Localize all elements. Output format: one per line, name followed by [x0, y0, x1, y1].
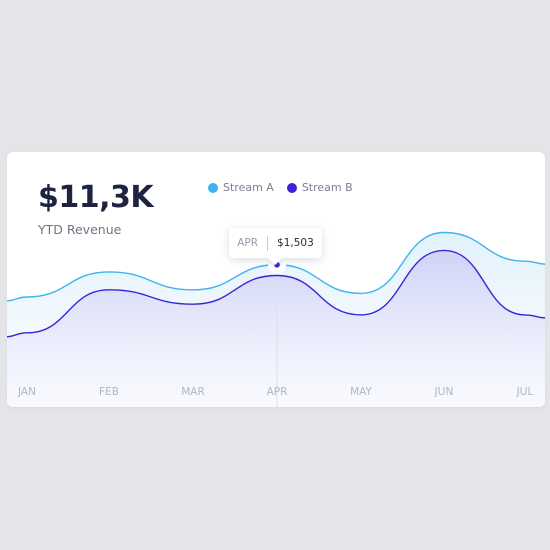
stream-b-area: [7, 250, 545, 407]
data-tooltip: APR $1,503: [229, 228, 322, 258]
x-tick-label: JAN: [17, 386, 36, 398]
x-tick-label: JUL: [516, 386, 534, 398]
x-tick-label: MAR: [181, 386, 205, 398]
legend-dot-stream-a-icon: [208, 182, 218, 193]
legend-item-stream-b[interactable]: Stream B: [286, 181, 353, 194]
chart-legend: Stream A Stream B: [208, 181, 353, 194]
kpi-value: $11,3K: [38, 180, 154, 215]
x-tick-label: MAY: [350, 386, 372, 398]
tooltip-value: $1,503: [277, 237, 314, 249]
revenue-chart: JAN FEB MAR APR MAY JUN JUL: [7, 231, 545, 407]
stream-b-line: [7, 249, 545, 338]
revenue-card: JAN FEB MAR APR MAY JUN JUL $11,3K YTD Revenue…: [7, 152, 545, 407]
legend-label-stream-a: Stream A: [223, 181, 274, 194]
tooltip-divider: [267, 235, 269, 251]
x-tick-label: JUN: [434, 386, 454, 398]
legend-label-stream-b: Stream B: [301, 181, 353, 194]
tooltip-month: APR: [237, 237, 259, 249]
legend-item-stream-a[interactable]: Stream A: [208, 181, 274, 194]
x-tick-label: FEB: [99, 386, 119, 398]
kpi-label: YTD Revenue: [38, 222, 122, 237]
legend-dot-stream-b-icon: [286, 182, 297, 193]
x-tick-label: APR: [267, 386, 288, 398]
